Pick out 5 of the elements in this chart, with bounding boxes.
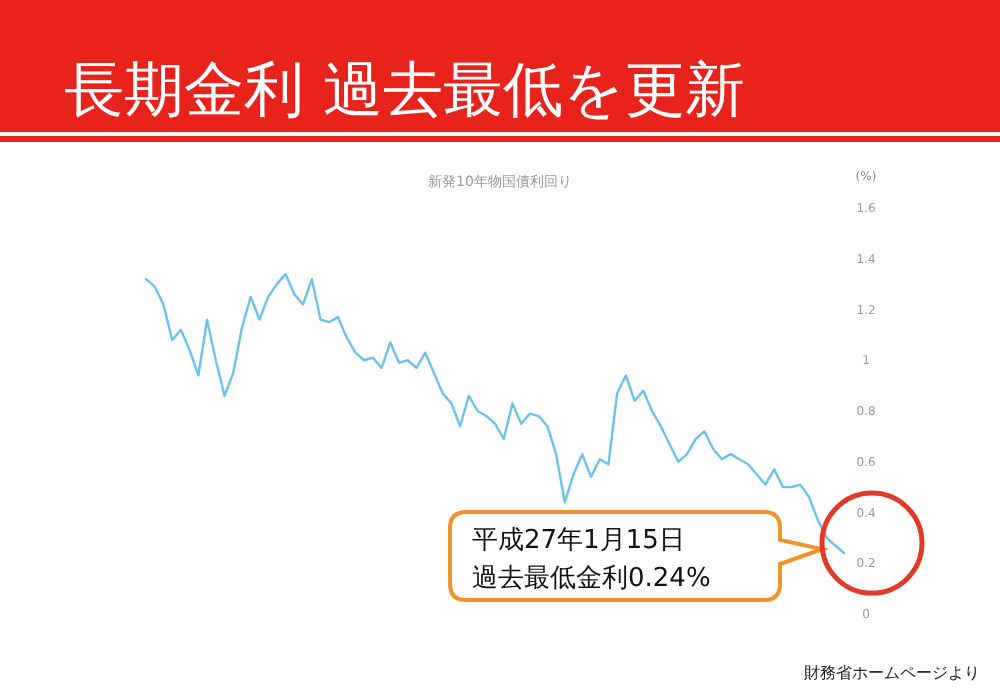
annotation: 平成27年1月15日 xyxy=(472,526,685,556)
annotation: 過去最低金利0.24% xyxy=(472,564,711,594)
chart-title: 長期金利 過去最低を更新 xyxy=(64,56,746,126)
text: 財務省ホームページより xyxy=(804,664,980,682)
line-series xyxy=(144,272,846,555)
